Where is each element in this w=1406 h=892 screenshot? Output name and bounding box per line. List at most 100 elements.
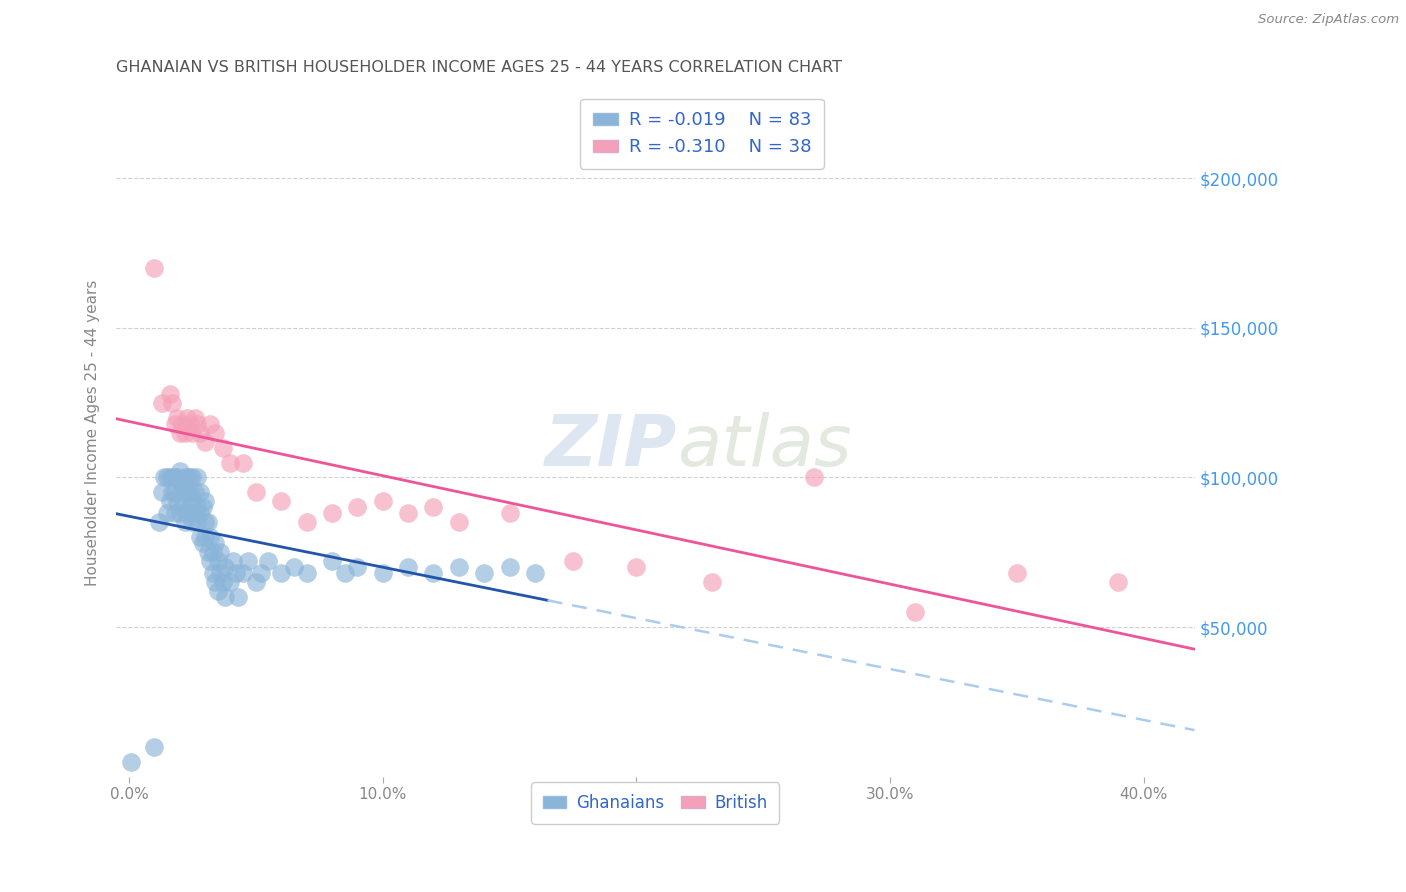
Point [219,456,242,470]
Point [191,536,214,550]
Point [188,507,211,521]
Point [232,456,254,470]
Point [422,566,444,581]
Point [295,566,318,581]
Point [346,560,368,574]
Point [245,485,267,500]
Point [148,516,170,530]
Point [238,554,260,568]
Point [160,395,183,409]
Point [498,560,520,574]
Point [143,739,166,754]
Point [186,470,208,484]
Point [321,507,343,521]
Point [396,560,419,574]
Point [194,516,217,530]
Point [156,470,179,484]
Point [163,485,186,500]
Point [188,425,211,440]
Point [172,417,194,431]
Point [179,485,201,500]
Point [371,494,394,508]
Point [173,470,195,484]
Point [186,500,208,515]
Point [219,575,242,590]
Point [270,494,292,508]
Point [198,530,221,544]
Point [204,536,226,550]
Point [396,507,419,521]
Point [245,575,267,590]
Point [184,410,207,425]
Text: ZIP: ZIP [544,412,676,481]
Point [150,395,173,409]
Point [226,591,249,605]
Point [181,516,204,530]
Point [346,500,368,515]
Point [176,507,198,521]
Point [181,470,204,484]
Point [160,485,183,500]
Point [209,545,232,559]
Point [211,441,233,455]
Point [176,485,198,500]
Point [159,386,181,401]
Point [166,470,188,484]
Y-axis label: Householder Income Ages 25 - 44 years: Householder Income Ages 25 - 44 years [86,279,100,586]
Point [194,530,217,544]
Text: atlas: atlas [676,412,852,481]
Point [211,575,233,590]
Point [153,470,176,484]
Point [904,605,927,619]
Point [204,575,226,590]
Point [207,584,229,599]
Point [173,485,195,500]
Point [159,470,181,484]
Point [181,494,204,508]
Point [194,494,217,508]
Point [173,425,195,440]
Point [169,485,191,500]
Point [194,434,217,449]
Point [232,566,254,581]
Point [172,476,194,491]
Point [562,554,585,568]
Point [179,500,201,515]
Point [176,470,198,484]
Point [169,465,191,479]
Point [163,417,186,431]
Legend: Ghanaians, British: Ghanaians, British [531,782,779,823]
Point [181,425,204,440]
Point [626,560,648,574]
Point [257,554,280,568]
Point [159,494,181,508]
Point [803,470,825,484]
Point [163,470,186,484]
Point [143,260,166,275]
Point [209,566,232,581]
Point [150,485,173,500]
Point [169,507,191,521]
Point [283,560,305,574]
Point [371,566,394,581]
Point [191,500,214,515]
Point [1005,566,1028,581]
Point [201,545,224,559]
Point [179,417,201,431]
Text: Source: ZipAtlas.com: Source: ZipAtlas.com [1258,13,1399,27]
Point [198,417,221,431]
Point [523,566,546,581]
Point [156,507,179,521]
Point [214,560,236,574]
Point [270,566,292,581]
Point [498,507,520,521]
Point [207,554,229,568]
Point [201,566,224,581]
Point [173,516,195,530]
Point [321,554,343,568]
Point [163,507,186,521]
Point [186,417,208,431]
Point [186,516,208,530]
Point [166,494,188,508]
Point [176,410,198,425]
